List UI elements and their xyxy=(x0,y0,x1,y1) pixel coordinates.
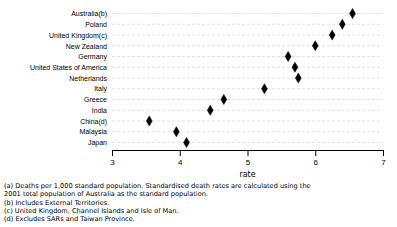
y-tick-label: Japan xyxy=(88,139,107,147)
y-tick: Australia(b) xyxy=(71,10,112,18)
x-tick-label: 4 xyxy=(178,158,183,167)
y-tick-label: India xyxy=(92,107,107,114)
x-axis-title: rate xyxy=(239,170,255,179)
y-axis: Japan Malaysia China(d) India Greece Italy Net… xyxy=(30,10,112,147)
x-tick-mark xyxy=(112,150,113,156)
y-tick: United Kingdom(c) xyxy=(49,32,112,40)
x-tick-label: 5 xyxy=(246,158,251,167)
point xyxy=(221,94,227,104)
x-tick-label: 3 xyxy=(110,158,115,167)
y-tick-label: New Zealand xyxy=(66,43,107,50)
y-tick: India xyxy=(92,107,112,114)
y-tick-label: United Kingdom(c) xyxy=(49,32,107,40)
y-tick-label: Italy xyxy=(94,85,107,93)
footnote-line: 2001 total population of Australia as th… xyxy=(4,190,208,198)
grid-line xyxy=(112,142,383,143)
y-tick: Netherlands xyxy=(69,75,112,82)
x-tick: 7 xyxy=(381,150,386,167)
y-tick: Italy xyxy=(94,85,112,93)
y-tick: China(d) xyxy=(80,118,112,126)
y-tick: Japan xyxy=(88,139,112,147)
grid-line xyxy=(112,88,383,89)
x-tick-mark xyxy=(315,150,316,156)
y-tick: Germany xyxy=(78,53,112,61)
point xyxy=(207,105,213,115)
x-tick: 3 xyxy=(110,150,115,167)
y-tick-label: China(d) xyxy=(80,118,107,126)
y-tick-label: Malaysia xyxy=(79,128,107,136)
grid-line xyxy=(112,56,383,57)
grid-line xyxy=(112,13,383,14)
x-tick-label: 6 xyxy=(314,158,319,167)
x-tick-mark xyxy=(180,150,181,156)
plot-area: 3 4 5 6 7 Japan Malaysia China(d) India Greece Ita… xyxy=(30,8,386,166)
point xyxy=(295,73,301,83)
point xyxy=(184,137,190,147)
y-tick-label: Australia(b) xyxy=(71,10,107,18)
footnote-line: (d) Excludes SARs and Taiwan Province. xyxy=(4,215,135,223)
grid-line xyxy=(112,35,383,36)
y-tick-label: Poland xyxy=(85,21,107,28)
grid-line xyxy=(112,131,383,132)
footnote: (d) Excludes SARs and Taiwan Province. xyxy=(4,215,135,223)
footnotes: (a) Deaths per 1,000 standard population… xyxy=(4,182,311,223)
x-tick: 6 xyxy=(314,150,319,167)
x-tick-mark xyxy=(248,150,249,156)
y-tick-label: United States of America xyxy=(30,64,107,71)
point xyxy=(261,84,267,94)
points xyxy=(146,8,355,147)
x-tick: 5 xyxy=(246,150,251,167)
point xyxy=(292,62,298,72)
x-tick-label: 7 xyxy=(381,158,386,167)
grid-line xyxy=(112,99,383,100)
grid-line xyxy=(112,67,383,68)
x-tick: 4 xyxy=(178,150,183,167)
point xyxy=(173,127,179,137)
y-tick: United States of America xyxy=(30,64,112,71)
footnote: (c) United Kingdom, Channel Islands and … xyxy=(4,207,179,215)
y-tick: New Zealand xyxy=(66,43,112,50)
footnote-line: (c) United Kingdom, Channel Islands and … xyxy=(4,207,179,215)
point xyxy=(339,19,345,29)
footnote: (b) Includes External Territories. xyxy=(4,199,109,207)
footnote: (a) Deaths per 1,000 standard population… xyxy=(4,182,311,198)
y-tick: Malaysia xyxy=(79,128,112,136)
grid-line xyxy=(112,120,383,121)
y-tick: Poland xyxy=(85,21,112,28)
point xyxy=(312,41,318,51)
footnote-line: (b) Includes External Territories. xyxy=(4,199,109,207)
y-tick-label: Greece xyxy=(84,96,107,103)
x-axis: 3 4 5 6 7 xyxy=(110,150,386,167)
point xyxy=(146,116,152,126)
x-tick-mark xyxy=(383,150,384,156)
chart: 3 4 5 6 7 Japan Malaysia China(d) India Greece Ita… xyxy=(0,0,397,227)
y-tick-label: Netherlands xyxy=(69,75,107,82)
grid-line xyxy=(112,45,383,46)
point xyxy=(329,30,335,40)
point xyxy=(285,51,291,61)
y-tick-label: Germany xyxy=(78,53,107,61)
point xyxy=(350,8,356,18)
grid-line xyxy=(112,78,383,79)
y-tick: Greece xyxy=(84,96,112,103)
grid-line xyxy=(112,110,383,111)
grid xyxy=(112,14,383,143)
footnote-line: (a) Deaths per 1,000 standard population… xyxy=(4,182,311,190)
x-axis-line xyxy=(113,151,384,157)
